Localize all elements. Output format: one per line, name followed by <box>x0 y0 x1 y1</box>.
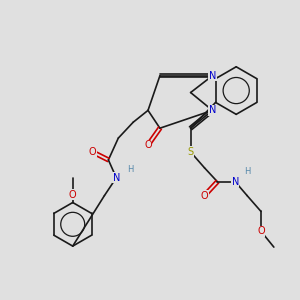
Text: O: O <box>69 190 76 200</box>
Text: O: O <box>201 190 208 201</box>
Text: N: N <box>232 177 239 187</box>
Text: O: O <box>89 147 96 157</box>
Text: O: O <box>144 140 152 150</box>
Text: H: H <box>127 165 134 174</box>
Text: N: N <box>209 105 216 116</box>
Text: H: H <box>244 167 250 176</box>
Text: N: N <box>209 71 216 81</box>
Text: S: S <box>188 147 194 157</box>
Text: N: N <box>112 173 120 183</box>
Text: O: O <box>257 226 265 236</box>
